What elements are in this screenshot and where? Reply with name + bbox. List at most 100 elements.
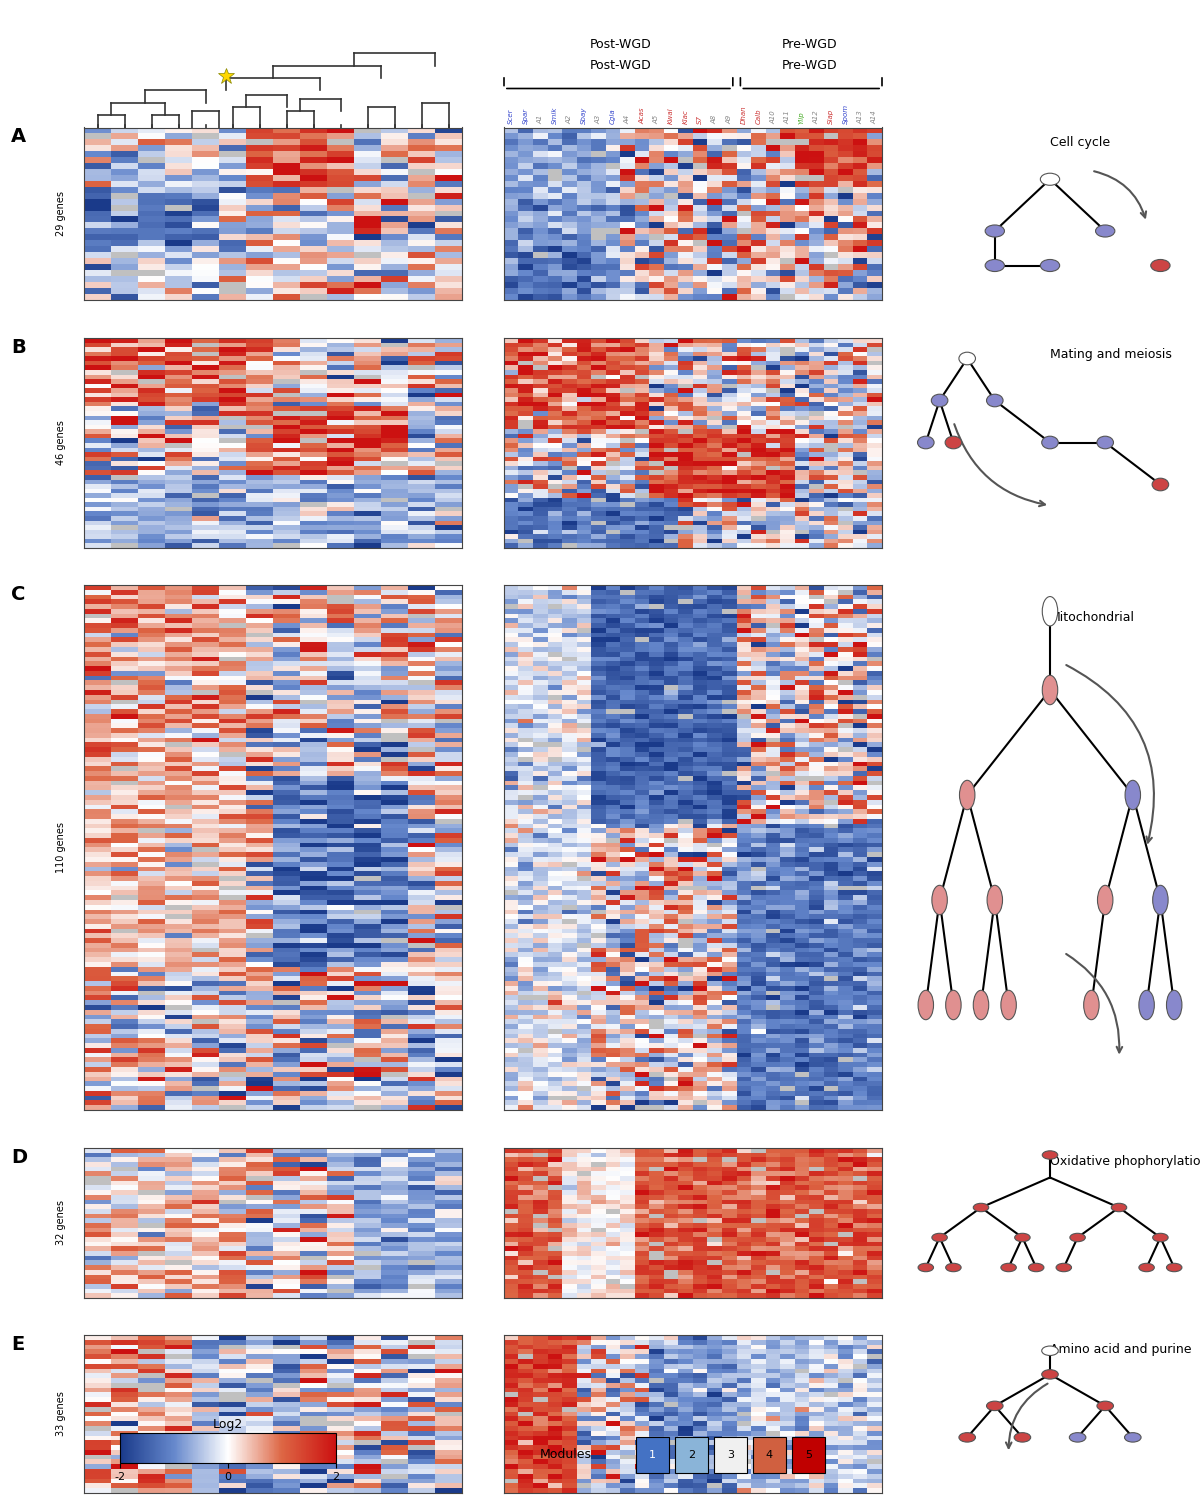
- Circle shape: [1014, 1432, 1031, 1442]
- Text: Spar: Spar: [523, 108, 529, 124]
- FancyBboxPatch shape: [674, 1437, 708, 1473]
- Text: Modules: Modules: [540, 1449, 592, 1461]
- Text: Scer: Scer: [89, 132, 106, 141]
- Text: A: A: [11, 128, 26, 147]
- Text: Ylip: Ylip: [388, 132, 401, 141]
- FancyBboxPatch shape: [754, 1437, 786, 1473]
- Text: Spom: Spom: [842, 104, 848, 125]
- Text: Dhan: Dhan: [740, 105, 746, 125]
- Circle shape: [1152, 478, 1169, 490]
- Text: A4: A4: [624, 114, 630, 125]
- Circle shape: [946, 1263, 961, 1272]
- Text: A5: A5: [654, 114, 660, 125]
- Circle shape: [1084, 990, 1099, 1020]
- Text: Cell cycle: Cell cycle: [1050, 136, 1110, 148]
- Circle shape: [918, 990, 934, 1020]
- Circle shape: [1139, 1263, 1154, 1272]
- Circle shape: [959, 352, 976, 364]
- Circle shape: [1040, 260, 1060, 272]
- Text: Cgla: Cgla: [610, 108, 616, 124]
- Circle shape: [1098, 885, 1112, 915]
- Text: A12: A12: [814, 110, 820, 125]
- Text: Dhan: Dhan: [330, 132, 350, 141]
- Circle shape: [1056, 1263, 1072, 1272]
- Circle shape: [1028, 1263, 1044, 1272]
- Circle shape: [1097, 1401, 1114, 1410]
- Circle shape: [1153, 1233, 1168, 1242]
- Circle shape: [986, 394, 1003, 406]
- Circle shape: [1001, 990, 1016, 1020]
- Text: 110 genes: 110 genes: [56, 822, 66, 873]
- Circle shape: [1042, 1346, 1058, 1356]
- Text: S7: S7: [697, 116, 703, 124]
- Circle shape: [1166, 990, 1182, 1020]
- Text: A1: A1: [538, 114, 544, 125]
- Circle shape: [918, 436, 934, 448]
- Text: 46 genes: 46 genes: [56, 420, 66, 465]
- Circle shape: [931, 394, 948, 406]
- Circle shape: [1124, 1432, 1141, 1442]
- Circle shape: [1042, 1370, 1058, 1378]
- Text: Acas: Acas: [640, 108, 646, 124]
- Circle shape: [1042, 436, 1058, 448]
- Circle shape: [1015, 1233, 1030, 1242]
- Circle shape: [946, 990, 961, 1020]
- Text: Amino acid and purine: Amino acid and purine: [1050, 1342, 1192, 1356]
- Text: A2: A2: [566, 114, 572, 125]
- Text: Sbay: Sbay: [169, 132, 188, 141]
- Text: Sbay: Sbay: [581, 106, 587, 124]
- Text: Sklu: Sklu: [305, 132, 322, 141]
- Circle shape: [959, 1432, 976, 1442]
- FancyBboxPatch shape: [792, 1437, 826, 1473]
- Text: Smik: Smik: [142, 132, 161, 141]
- Text: Slap: Slap: [828, 108, 834, 124]
- Text: Sjap: Sjap: [413, 132, 430, 141]
- Circle shape: [932, 885, 947, 915]
- FancyBboxPatch shape: [714, 1437, 746, 1473]
- Circle shape: [1153, 885, 1168, 915]
- Text: Scas: Scas: [223, 132, 241, 141]
- Text: 33 genes: 33 genes: [56, 1392, 66, 1435]
- Text: 32 genes: 32 genes: [56, 1200, 66, 1245]
- Text: 5: 5: [805, 1450, 812, 1460]
- Circle shape: [988, 885, 1002, 915]
- Circle shape: [946, 436, 961, 448]
- Text: Spom: Spom: [438, 132, 460, 141]
- Circle shape: [932, 1233, 947, 1242]
- Text: Kwal: Kwal: [251, 132, 269, 141]
- Text: Pre-WGD: Pre-WGD: [781, 38, 838, 51]
- Text: 29 genes: 29 genes: [56, 192, 66, 236]
- Text: A10: A10: [770, 110, 776, 125]
- Circle shape: [973, 990, 989, 1020]
- Text: A8: A8: [712, 114, 718, 125]
- Circle shape: [1043, 597, 1057, 626]
- Text: Post-WGD: Post-WGD: [589, 38, 652, 51]
- Circle shape: [1097, 436, 1114, 448]
- Text: 1: 1: [649, 1450, 656, 1460]
- Circle shape: [1151, 260, 1170, 272]
- Text: 4: 4: [766, 1450, 773, 1460]
- Circle shape: [973, 1203, 989, 1212]
- Text: Mitochondrial: Mitochondrial: [1050, 612, 1135, 624]
- Circle shape: [1043, 675, 1057, 705]
- Text: 3: 3: [727, 1450, 734, 1460]
- Text: Pre-WGD: Pre-WGD: [781, 58, 838, 72]
- Text: A11: A11: [785, 110, 791, 125]
- Circle shape: [1096, 225, 1115, 237]
- Circle shape: [1126, 780, 1140, 810]
- Circle shape: [985, 225, 1004, 237]
- Text: Klac: Klac: [278, 132, 294, 141]
- Text: Cgla: Cgla: [197, 132, 214, 141]
- Circle shape: [1001, 1263, 1016, 1272]
- Text: E: E: [11, 1335, 24, 1354]
- Text: 2: 2: [688, 1450, 695, 1460]
- Text: A3: A3: [595, 114, 601, 125]
- Circle shape: [960, 780, 974, 810]
- Circle shape: [918, 1263, 934, 1272]
- Circle shape: [1070, 1233, 1085, 1242]
- Circle shape: [1069, 1432, 1086, 1442]
- Circle shape: [1111, 1203, 1127, 1212]
- Circle shape: [985, 260, 1004, 272]
- Text: Oxidative phophorylation: Oxidative phophorylation: [1050, 1155, 1200, 1168]
- Text: Ylip: Ylip: [799, 111, 805, 125]
